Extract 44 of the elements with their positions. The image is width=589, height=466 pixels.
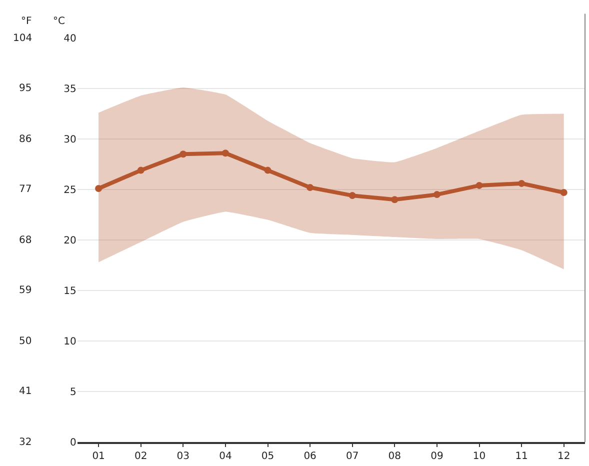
point [391,196,398,204]
y2-tick-label: 86 [19,134,32,145]
y2-tick-label: 68 [19,235,32,246]
y-tick-label: 25 [64,185,76,196]
y-tick-label: 10 [64,336,76,348]
y2-tick-label: 59 [19,285,32,296]
point [560,189,568,196]
point [95,184,102,192]
x-tick-label: 10 [472,450,486,462]
y-tick-label: 0 [70,438,76,448]
point [476,182,483,189]
x-tick-label: 07 [346,450,359,462]
point [180,150,187,158]
y-axis-title: °C [53,16,65,27]
point [137,166,144,174]
x-tick-label: 06 [304,450,316,462]
point [433,191,440,198]
y2-tick-label: 32 [19,437,32,448]
x-tick-label: 04 [219,450,232,462]
point [348,192,356,200]
y-tick-label: 30 [64,134,76,146]
y-tick-label: 5 [70,387,76,398]
x-tick-label: 11 [515,450,528,462]
x-tick-label: 03 [176,450,190,462]
y-tick-label: 15 [64,286,76,297]
y-tick-label: 20 [64,236,76,246]
x-tick-label: 05 [261,450,274,462]
point [222,150,229,157]
x-tick-label: 08 [388,450,402,462]
y2-axis-title: °F [21,16,32,27]
point [306,184,314,191]
point [264,166,272,174]
y2-tick-label: 50 [19,336,32,347]
y-tick-label: 35 [64,84,76,95]
y-tick-label: 40 [64,34,76,44]
y2-tick-label: 95 [19,83,32,94]
x-tick-label: 02 [134,450,148,462]
x-tick-label: 09 [430,450,444,462]
x-tick-label: 12 [557,450,570,462]
y2-tick-label: 77 [19,184,32,195]
y2-tick-label: 104 [13,33,32,44]
point [518,180,526,187]
x-tick-label: 01 [92,450,105,462]
y2-tick-label: 41 [19,386,32,397]
